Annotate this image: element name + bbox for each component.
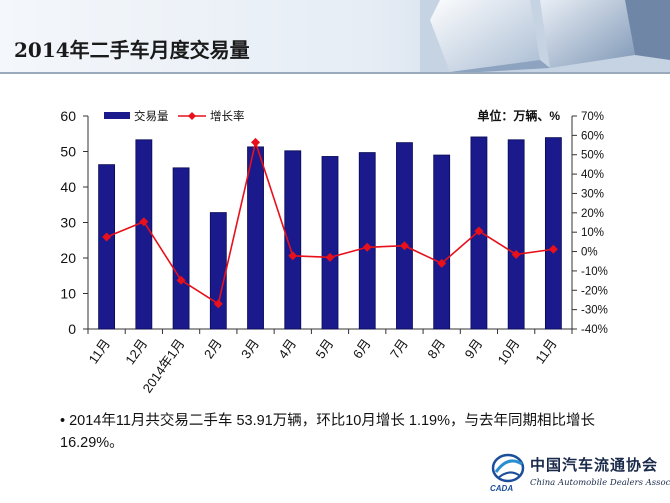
right-y-tick-label: 10% [581,227,604,239]
growth-rate-point [511,249,521,259]
x-tick-label: 3月 [238,336,262,361]
left-y-tick-label: 0 [68,321,76,337]
bar [507,139,525,330]
logo-chinese-name: 中国汽车流通协会 [530,456,659,474]
right-y-tick-label: -30% [581,305,608,317]
unit-label: 单位：万辆、% [477,108,560,123]
right-y-tick-label: 60% [581,130,604,142]
bar [358,152,376,330]
legend-marker-growth [188,112,196,120]
growth-rate-point [176,275,186,285]
growth-rate-point [288,251,298,261]
cada-logo: CADA 中国汽车流通协会 China Automobile Dealers A… [488,450,670,500]
logo-english-name: China Automobile Dealers Association [530,478,670,488]
summary-note: • 2014年11月共交易二手车 53.91万辆，环比10月增长 1.19%，与… [60,410,620,454]
bar [321,156,339,330]
logo-abbreviation: CADA [490,484,514,493]
growth-rate-point [102,232,112,242]
right-y-tick-label: 50% [581,150,604,162]
legend-label-volume: 交易量 [134,109,169,123]
right-y-tick-label: -20% [581,285,608,297]
x-tick-label: 6月 [350,336,374,361]
legend-swatch-volume [104,112,130,119]
growth-rate-point [325,252,335,262]
growth-rate-point [437,258,447,268]
x-tick-label: 5月 [313,336,337,361]
right-y-tick-label: 0% [581,247,598,259]
bullet-marker: • [60,413,66,429]
growth-rate-point [474,226,484,236]
left-y-tick-label: 60 [60,108,76,124]
x-tick-label: 12月 [122,336,150,367]
x-tick-label: 4月 [275,336,299,361]
x-tick-label: 2月 [201,336,225,361]
x-tick-label: 11月 [86,336,113,366]
page-title: 2014年二手车月度交易量 [14,38,250,62]
header-divider [0,72,670,74]
right-y-tick-label: 20% [581,208,604,220]
left-y-tick-label: 10 [60,286,76,302]
x-tick-label: 11月 [532,336,559,366]
left-y-tick-label: 50 [60,144,76,160]
decorative-cubes-image [420,0,670,72]
x-tick-label: 9月 [461,336,485,361]
right-y-tick-label: 70% [581,111,604,123]
left-y-tick-label: 30 [60,215,76,231]
bar [98,164,116,330]
left-y-tick-label: 20 [60,250,76,266]
legend-label-growth: 增长率 [210,109,245,123]
bar [135,139,153,330]
x-tick-label: 10月 [495,336,523,367]
right-y-tick-label: 40% [581,169,604,181]
bar [247,146,264,330]
bar [433,154,451,330]
growth-rate-point [213,299,223,309]
bar [396,142,413,330]
x-tick-label: 8月 [424,336,448,361]
growth-rate-point [362,242,372,252]
x-tick-label: 7月 [387,336,411,361]
bar [544,137,562,330]
growth-rate-point [548,244,558,254]
combo-chart: 0 10 20 30 40 50 60 -40% -30% -20% -10% 0% 10% 20% 30%… [60,108,608,396]
right-y-tick-label: -40% [581,324,608,336]
summary-text: 2014年11月共交易二手车 53.91万辆，环比10月增长 1.19%，与去年… [60,413,596,451]
bar [209,212,227,330]
header-banner: 2014年二手车月度交易量 [0,0,670,72]
bar [172,167,190,330]
growth-rate-point [139,217,149,227]
cada-emblem-icon [491,453,525,483]
left-y-tick-label: 40 [60,179,76,195]
right-y-tick-label: -10% [581,266,608,278]
right-y-tick-label: 30% [581,188,604,200]
growth-rate-point [399,241,409,251]
growth-rate-point [251,137,261,147]
bar [284,150,302,330]
